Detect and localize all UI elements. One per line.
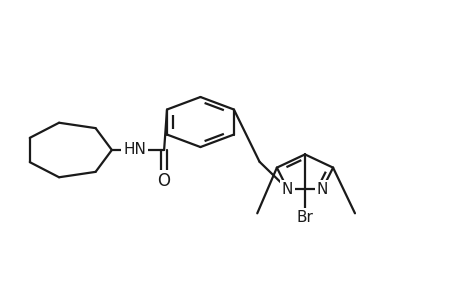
Text: O: O (157, 172, 170, 190)
Text: N: N (316, 182, 327, 196)
Text: HN: HN (123, 142, 146, 158)
Text: N: N (281, 182, 293, 196)
Text: Br: Br (296, 210, 313, 225)
